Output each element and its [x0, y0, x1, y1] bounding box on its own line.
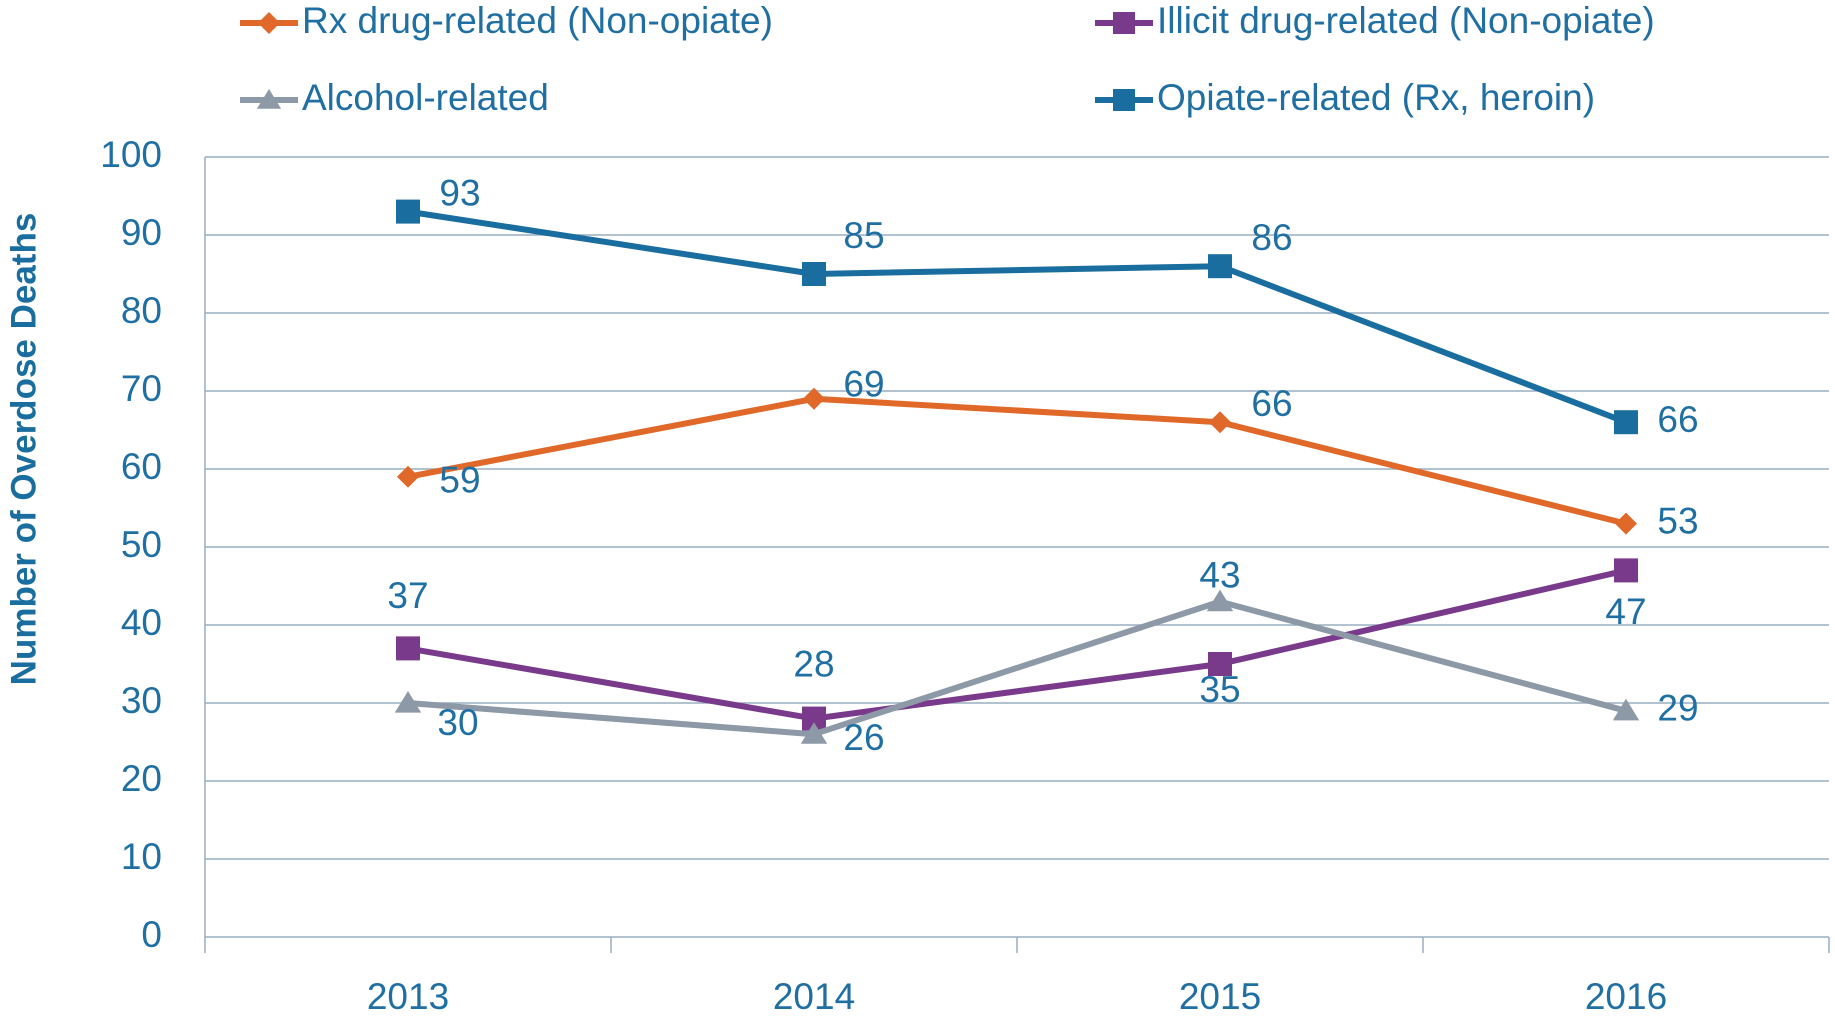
marker: [397, 465, 419, 488]
marker: [1206, 589, 1234, 612]
marker: [256, 89, 282, 109]
y-tick-label: 70: [121, 368, 162, 409]
data-label: 59: [439, 460, 480, 501]
x-tick-label: 2013: [367, 976, 449, 1017]
data-label: 86: [1251, 217, 1292, 258]
y-tick-label: 90: [121, 212, 162, 253]
marker: [1614, 410, 1638, 435]
marker: [396, 199, 420, 224]
y-tick-label: 60: [121, 446, 162, 487]
data-label: 66: [1657, 399, 1698, 440]
data-label: 35: [1199, 669, 1240, 710]
legend-label: Rx drug-related (Non-opiate): [302, 0, 773, 41]
marker: [258, 12, 280, 34]
line: [407, 395, 1627, 527]
marker: [800, 722, 828, 744]
data-label: 37: [387, 575, 428, 616]
marker: [394, 691, 422, 713]
data-label: 47: [1605, 591, 1646, 632]
legend-label: Opiate-related (Rx, heroin): [1157, 77, 1595, 118]
data-label: 53: [1657, 500, 1698, 541]
y-tick-label: 50: [121, 524, 162, 565]
y-tick-label: 100: [100, 134, 162, 175]
x-tick-label: 2015: [1179, 976, 1261, 1017]
marker: [802, 262, 826, 286]
x-tick-label: 2016: [1585, 976, 1667, 1017]
marker: [803, 387, 825, 410]
x-tick-label: 2014: [773, 976, 855, 1017]
marker: [1113, 89, 1135, 111]
data-label: 69: [843, 364, 884, 405]
line: [407, 598, 1627, 738]
data-label: 43: [1199, 554, 1240, 595]
y-tick-label: 40: [121, 602, 162, 643]
marker: [396, 636, 420, 661]
y-tick-label: 30: [121, 680, 162, 721]
legend-label: Alcohol-related: [302, 77, 549, 118]
marker: [1208, 652, 1232, 676]
data-label: 93: [439, 172, 480, 213]
y-axis-label: Number of Overdose Deaths: [4, 213, 43, 686]
marker: [1208, 254, 1232, 279]
marker: [1113, 12, 1135, 34]
y-tick-label: 80: [121, 290, 162, 331]
y-tick-label: 20: [121, 758, 162, 799]
data-label: 26: [843, 717, 884, 758]
data-label: 29: [1657, 688, 1698, 729]
y-tick-label: 10: [121, 836, 162, 877]
marker: [1209, 411, 1231, 434]
data-label: 30: [437, 702, 478, 743]
marker: [1615, 512, 1637, 535]
data-label: 85: [843, 215, 884, 256]
marker: [1612, 698, 1640, 721]
line: [407, 567, 1627, 722]
marker: [1614, 558, 1638, 583]
data-label: 66: [1251, 383, 1292, 424]
legend-label: Illicit drug-related (Non-opiate): [1157, 0, 1655, 41]
data-label: 28: [793, 643, 834, 684]
line: [407, 208, 1628, 426]
y-tick-label: 0: [141, 914, 162, 955]
